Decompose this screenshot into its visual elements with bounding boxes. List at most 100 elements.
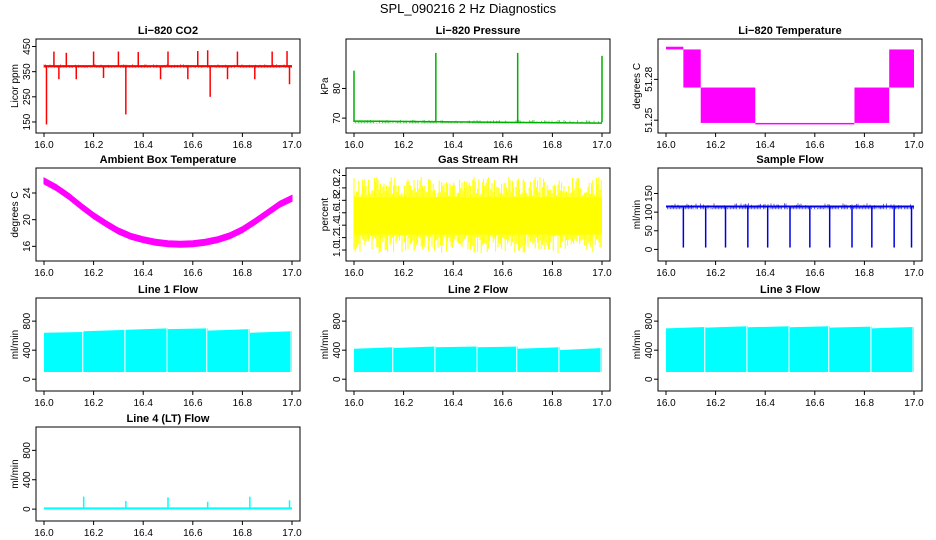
x-tick-label: 17.0 xyxy=(592,398,612,409)
x-tick-label: 17.0 xyxy=(904,140,924,151)
x-tick-label: 16.4 xyxy=(133,398,153,409)
y-tick-label: 350 xyxy=(22,63,33,80)
data-marks xyxy=(43,496,292,510)
flow-block xyxy=(44,332,84,372)
x-tick-label: 16.2 xyxy=(706,268,726,279)
y-axis-label: Licor ppm xyxy=(10,64,21,108)
y-tick-label: 0 xyxy=(22,376,33,382)
y-axis-label: ml/min xyxy=(10,330,21,359)
y-axis-label: ml/min xyxy=(632,330,643,359)
x-tick-label: 17.0 xyxy=(592,140,612,151)
flow-block xyxy=(790,326,830,372)
y-tick-label: 0 xyxy=(332,376,343,382)
panel-title: Line 1 Flow xyxy=(138,284,198,296)
x-tick-label: 16.4 xyxy=(443,398,463,409)
plot-frame xyxy=(657,167,923,262)
x-tick-label: 16.8 xyxy=(233,268,253,279)
panel-10: Line 4 (LT) Flow 16.0 16.2 16.4 16.6 16.8 17.0… xyxy=(10,413,302,539)
y-tick-label: 150 xyxy=(644,185,655,202)
x-tick-label: 16.0 xyxy=(344,140,364,151)
x-tick-label: 16.8 xyxy=(543,268,563,279)
y-tick-label: 1.6 xyxy=(332,205,343,219)
x-tick-label: 16.2 xyxy=(84,398,104,409)
plot-frame xyxy=(345,297,611,392)
y-tick-label: 20 xyxy=(22,214,33,226)
y-tick-label: 800 xyxy=(22,312,33,329)
flow-block xyxy=(829,326,872,372)
panel-title: Line 4 (LT) Flow xyxy=(127,413,210,425)
y-tick-label: 24 xyxy=(22,187,33,199)
y-tick-label: 400 xyxy=(332,341,343,358)
x-tick-label: 16.4 xyxy=(133,268,153,279)
x-tick-label: 17.0 xyxy=(904,268,924,279)
flow-block xyxy=(125,328,168,372)
x-tick-label: 16.4 xyxy=(755,398,775,409)
data-marks xyxy=(666,326,914,372)
y-tick-label: 800 xyxy=(644,312,655,329)
plot-frame xyxy=(345,38,611,134)
y-tick-label: 1.2 xyxy=(332,230,343,244)
x-tick-label: 16.6 xyxy=(805,140,825,151)
y-tick-label: 2.0 xyxy=(332,181,343,195)
step-segment xyxy=(666,46,684,50)
y-tick-label: 400 xyxy=(22,341,33,358)
data-marks xyxy=(353,176,602,254)
plot-frame xyxy=(35,426,301,522)
y-axis-label: kPa xyxy=(320,77,331,95)
figure-title: SPL_090216 2 Hz Diagnostics xyxy=(380,1,557,16)
x-tick-label: 16.0 xyxy=(656,140,676,151)
flow-block xyxy=(517,347,560,372)
plot-frame xyxy=(657,38,923,134)
x-tick-label: 16.8 xyxy=(855,398,875,409)
x-tick-label: 16.4 xyxy=(755,268,775,279)
step-segment xyxy=(700,87,756,123)
x-tick-label: 16.4 xyxy=(443,140,463,151)
step-segment xyxy=(889,49,914,88)
step-segment xyxy=(755,122,855,125)
panel-title: Li−820 Temperature xyxy=(738,25,841,37)
y-axis-label: percent xyxy=(320,198,331,232)
x-tick-label: 16.8 xyxy=(543,140,563,151)
flow-block xyxy=(83,329,126,372)
x-tick-label: 16.0 xyxy=(34,140,54,151)
x-tick-label: 16.6 xyxy=(183,528,203,539)
x-tick-label: 17.0 xyxy=(592,268,612,279)
x-tick-label: 16.0 xyxy=(344,398,364,409)
x-tick-label: 16.8 xyxy=(543,398,563,409)
x-tick-label: 17.0 xyxy=(904,398,924,409)
x-tick-label: 16.8 xyxy=(233,398,253,409)
x-tick-label: 16.6 xyxy=(805,268,825,279)
step-segment xyxy=(683,49,701,88)
x-tick-label: 16.2 xyxy=(706,140,726,151)
panel-title: Sample Flow xyxy=(756,154,824,166)
panel-9: Line 3 Flow 16.0 16.2 16.4 16.6 16.8 17.0 0 400 8… xyxy=(632,284,924,409)
panel-6: Sample Flow 16.0 16.2 16.4 16.6 16.8 17.0 0 50 10… xyxy=(632,154,924,279)
data-marks xyxy=(43,177,293,248)
x-tick-label: 16.0 xyxy=(34,268,54,279)
y-tick-label: 50 xyxy=(644,225,655,237)
flow-block xyxy=(207,329,250,372)
plot-frame xyxy=(657,297,923,392)
x-tick-label: 16.4 xyxy=(443,268,463,279)
y-axis-label: ml/min xyxy=(10,459,21,488)
flow-block xyxy=(747,326,790,372)
data-marks xyxy=(666,46,914,125)
series-core xyxy=(354,197,602,235)
panel-title: Li−820 Pressure xyxy=(436,25,521,37)
y-tick-label: 1.8 xyxy=(332,193,343,207)
y-axis-label: degrees C xyxy=(632,63,643,109)
panel-4: Ambient Box Temperature 16.0 16.2 16.4 16.6 1… xyxy=(10,154,302,279)
x-tick-label: 16.6 xyxy=(183,268,203,279)
y-tick-label: 450 xyxy=(22,38,33,55)
y-tick-label: 2.2 xyxy=(332,168,343,182)
x-tick-label: 16.2 xyxy=(394,268,414,279)
y-axis-label: ml/min xyxy=(632,200,643,229)
x-tick-label: 16.6 xyxy=(493,268,513,279)
x-tick-label: 16.6 xyxy=(805,398,825,409)
panel-title: Li−820 CO2 xyxy=(138,25,198,37)
flow-block xyxy=(249,331,292,372)
x-tick-label: 16.8 xyxy=(855,268,875,279)
y-tick-label: 800 xyxy=(22,442,33,459)
flow-block xyxy=(478,346,518,372)
y-tick-label: 0 xyxy=(644,246,655,252)
